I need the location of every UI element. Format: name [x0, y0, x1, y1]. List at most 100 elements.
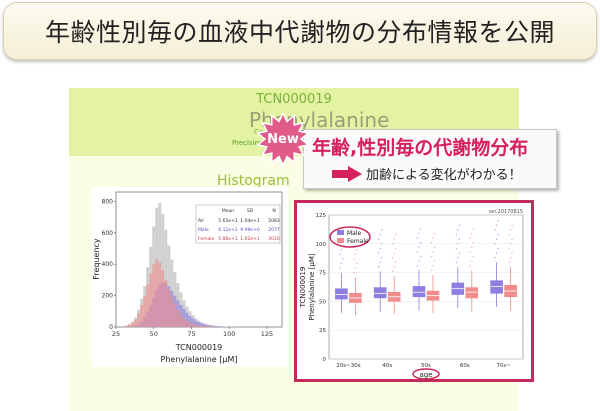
histogram-bar-male [215, 326, 219, 327]
compound-id: TCN000019 [256, 92, 332, 107]
legend-male-swatch [337, 230, 344, 235]
histogram-bar-female [158, 262, 162, 327]
legend-female-swatch [337, 238, 344, 243]
histogram-bar-male [194, 320, 198, 327]
boxplot-outlier [509, 243, 512, 245]
histogram-bar-female [188, 322, 192, 327]
histogram-bar-female [200, 325, 204, 327]
stats-n-cell: 2077 [268, 227, 280, 233]
boxplot-outlier [511, 238, 513, 240]
boxplot-y-tick-label: 100 [316, 242, 327, 248]
histogram-bar-female [140, 305, 144, 327]
boxplot-outlier [339, 267, 341, 269]
boxplot-outlier [457, 256, 459, 259]
boxplot-outlier [508, 233, 510, 236]
histogram-bar-male [209, 325, 213, 327]
feature-callout: 年齢,性別毎の代謝物分布 加齢による変化がわかる！ [303, 129, 557, 189]
histogram-bar-male [206, 325, 210, 327]
histogram-bar-female [146, 284, 150, 327]
histogram-bar-male [212, 325, 216, 327]
histogram-bar-female [179, 314, 183, 327]
histogram-bar-female [161, 270, 165, 327]
boxplot-outlier [392, 270, 394, 273]
histogram-bar-female [206, 326, 210, 327]
histogram-bar-female [134, 319, 138, 327]
boxplot-outlier [392, 256, 394, 259]
stats-row-label: Female [198, 236, 215, 242]
boxplot-outlier [339, 253, 341, 255]
stats-mean-cell: 6.11e+1 [218, 227, 238, 233]
age-boxplot-frame [294, 200, 534, 382]
histogram-bar-female [155, 259, 159, 327]
boxplot-outlier [379, 261, 381, 263]
stats-table-background [195, 204, 281, 244]
boxplot-outlier [458, 224, 460, 227]
boxplot-outlier [416, 237, 419, 239]
histogram-x-tick-label: 75 [187, 330, 195, 338]
histogram-x-tick-label: 25 [112, 330, 120, 338]
histogram-y-tick-label: 200 [102, 293, 114, 300]
boxplot-y-ticks: 0 25 50 75 100 125 [316, 213, 327, 363]
histogram-x-tick-label: 50 [150, 330, 158, 338]
boxplot-outlier [379, 233, 381, 236]
histogram-bar-male [191, 318, 195, 327]
legend-male-label: Male [347, 230, 362, 237]
boxplot-outlier [430, 241, 433, 244]
boxplot-outlier [393, 266, 395, 268]
boxplot-outlier [416, 264, 419, 267]
stats-row-label: Male [198, 227, 209, 233]
boxplot-outlier [432, 264, 434, 267]
boxplot-marks [335, 220, 517, 316]
boxplot-outlier [494, 256, 496, 259]
stats-n-cell: 3016 [268, 236, 280, 242]
boxplot-outlier [419, 241, 422, 244]
histogram-xlabel-1: TCN000019 [175, 343, 223, 352]
age-boxplot-chart: ver.20170815 0 25 50 75 100 125 20s~30s 40s 50s… [297, 203, 531, 379]
boxplot-outlier [340, 262, 343, 265]
histogram-bar-female [149, 273, 153, 327]
boxplot-outlier [511, 224, 513, 227]
boxplot-outlier [509, 229, 512, 231]
boxplot-outlier [419, 228, 422, 230]
histogram-bar-female [197, 325, 201, 327]
boxplot-outlier [471, 232, 473, 235]
boxplot-outlier [497, 220, 499, 222]
boxplot-y-tick-label: 50 [319, 299, 326, 305]
new-badge: New [256, 112, 310, 166]
histogram-y-tick-label: 600 [102, 230, 114, 237]
boxplot-outlier [497, 247, 499, 250]
boxplot-outlier [393, 252, 395, 254]
stats-row-label: All [198, 218, 204, 224]
boxplot-outlier [472, 241, 474, 244]
boxplot-ylabel-2: Phenylalanine [μM] [308, 253, 316, 321]
histogram-bars [125, 202, 240, 327]
boxplot-outlier [378, 252, 380, 254]
legend-female-label: Female [347, 238, 369, 245]
histogram-bar-female [131, 322, 135, 327]
boxplot-x-tick-label: 50s [421, 363, 431, 369]
stats-header-cell: N [272, 208, 275, 214]
boxplot-outlier [433, 260, 436, 262]
boxplot-outlier [342, 258, 344, 260]
boxplot-outlier [455, 261, 457, 263]
histogram-bar-female [170, 297, 174, 327]
title-banner: 年齢性別毎の血液中代謝物の分布情報を公開 [3, 2, 597, 60]
boxplot-outlier [457, 229, 459, 231]
boxplot-outlier [471, 260, 473, 262]
boxplot-outlier [353, 258, 355, 260]
histogram-bar-female [128, 324, 132, 327]
histogram-bar-male [185, 312, 189, 327]
boxplot-xlabel: age [419, 371, 432, 379]
boxplot-outlier [354, 253, 357, 255]
histogram-bar-female [137, 313, 141, 327]
boxplot-outlier [419, 255, 422, 258]
histogram-bar-female [182, 318, 186, 327]
boxplot-box-male [412, 286, 426, 298]
boxplot-outlier [455, 247, 457, 250]
boxplot-outlier [508, 247, 510, 250]
stats-mean-cell: 5.65e+1 [218, 218, 238, 224]
stats-sd-cell: 1.02e+1 [240, 236, 260, 242]
histogram-bar-male [188, 316, 192, 327]
stats-sd-cell: 9.99e+0 [240, 227, 260, 233]
histogram-bar-female [176, 309, 180, 327]
